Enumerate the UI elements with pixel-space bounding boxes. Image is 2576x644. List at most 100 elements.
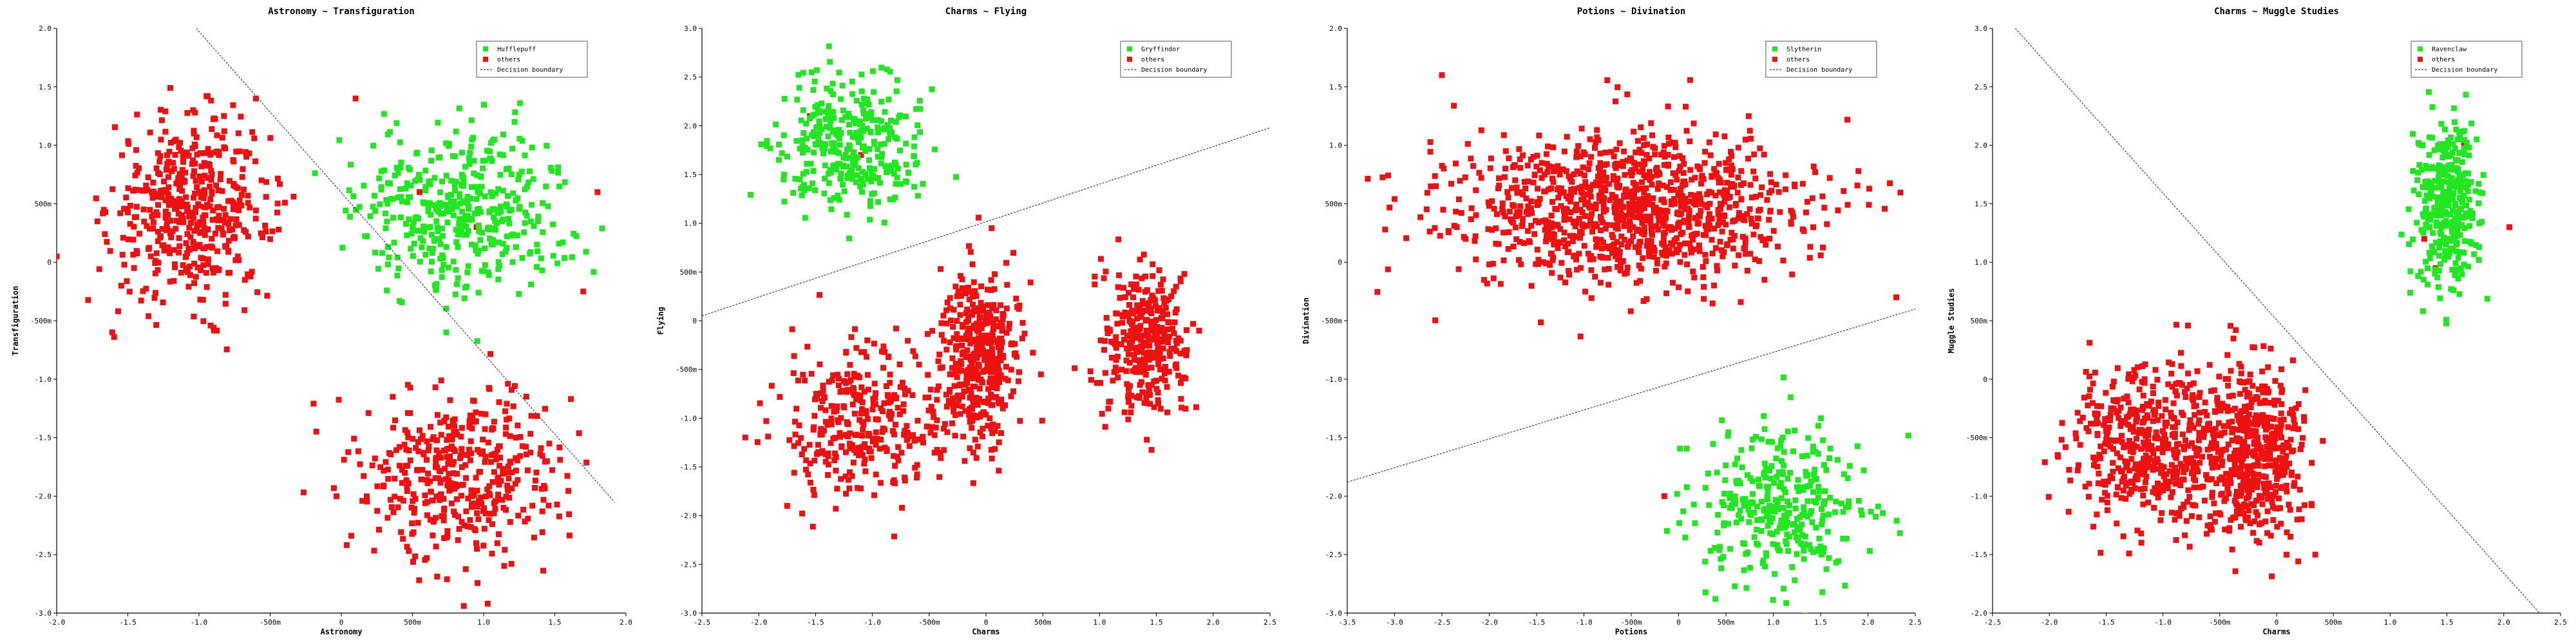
y-tick-label: 2.0 xyxy=(39,24,52,33)
point-others xyxy=(2103,436,2110,442)
point-others xyxy=(1547,261,1553,268)
point-hufflepuff xyxy=(531,223,537,229)
point-hufflepuff xyxy=(550,252,556,259)
point-others xyxy=(193,209,199,215)
point-others xyxy=(879,408,886,414)
point-others xyxy=(167,218,174,224)
point-others xyxy=(1545,163,1551,169)
point-others xyxy=(505,381,511,387)
point-others xyxy=(247,204,253,211)
point-others xyxy=(1799,180,1806,187)
point-others xyxy=(1672,144,1679,151)
point-others xyxy=(950,401,956,408)
point-others xyxy=(236,148,243,155)
point-others xyxy=(1643,175,1649,181)
point-gryffindor xyxy=(871,141,878,147)
point-others xyxy=(1707,200,1713,207)
point-others xyxy=(466,418,473,424)
point-hufflepuff xyxy=(404,232,410,238)
point-others xyxy=(1682,195,1689,202)
point-others xyxy=(1627,169,1634,175)
point-gryffindor xyxy=(823,124,829,130)
point-slytherin xyxy=(1676,520,1683,526)
point-others xyxy=(966,296,972,303)
point-slytherin xyxy=(1747,475,1754,481)
point-slytherin xyxy=(1758,498,1765,505)
point-others xyxy=(971,279,977,285)
point-others xyxy=(1155,348,1162,355)
point-others xyxy=(1528,205,1534,211)
point-gryffindor xyxy=(836,70,842,76)
point-others xyxy=(1019,335,1025,341)
point-others xyxy=(1112,365,1119,371)
point-others xyxy=(2154,457,2160,463)
point-others xyxy=(480,508,486,515)
point-others xyxy=(1511,162,1517,169)
point-others xyxy=(889,428,896,434)
point-others xyxy=(348,533,355,539)
point-gryffindor xyxy=(842,114,849,120)
point-others xyxy=(959,285,965,291)
point-others xyxy=(967,413,973,420)
point-others xyxy=(1703,258,1709,264)
point-others xyxy=(1893,294,1900,301)
point-others xyxy=(1685,206,1691,213)
point-others xyxy=(133,147,140,153)
point-hufflepuff xyxy=(471,158,477,164)
point-others xyxy=(412,553,419,560)
point-others xyxy=(2141,380,2148,386)
point-others xyxy=(1123,368,1130,374)
point-gryffindor xyxy=(784,153,790,160)
point-others xyxy=(1638,150,1645,156)
point-others xyxy=(1104,330,1111,337)
point-others xyxy=(925,372,931,378)
point-others xyxy=(956,363,963,369)
point-others xyxy=(871,381,878,387)
point-others xyxy=(2204,446,2211,453)
point-others xyxy=(2150,390,2156,396)
point-slytherin xyxy=(1835,558,1842,564)
point-others xyxy=(527,431,534,437)
point-hufflepuff xyxy=(498,218,505,225)
point-gryffindor xyxy=(822,162,828,169)
point-slytherin xyxy=(1748,445,1755,451)
point-others xyxy=(454,431,460,438)
point-others xyxy=(1651,254,1657,260)
point-others xyxy=(1584,222,1591,229)
point-slytherin xyxy=(1778,495,1785,502)
point-slytherin xyxy=(1754,517,1761,524)
point-others xyxy=(1573,154,1580,160)
point-slytherin xyxy=(1855,498,1862,504)
point-others xyxy=(413,444,419,451)
point-hufflepuff xyxy=(347,162,354,168)
point-slytherin xyxy=(1799,542,1806,548)
y-tick-label: -1.5 xyxy=(1325,434,1343,442)
point-others xyxy=(979,433,985,440)
point-others xyxy=(180,262,186,269)
point-slytherin xyxy=(1799,453,1805,460)
point-others xyxy=(463,508,469,515)
point-hufflepuff xyxy=(422,184,429,190)
point-others xyxy=(943,307,950,314)
point-others xyxy=(506,495,513,501)
point-slytherin xyxy=(1826,455,1833,462)
point-hufflepuff xyxy=(491,137,498,143)
point-others xyxy=(1687,167,1694,173)
point-others xyxy=(225,248,232,254)
point-others xyxy=(1536,132,1542,138)
point-others xyxy=(920,433,926,440)
point-gryffindor xyxy=(896,112,903,118)
point-others xyxy=(1709,300,1716,307)
point-others xyxy=(1118,341,1124,347)
point-others xyxy=(1151,297,1158,303)
point-others xyxy=(959,393,965,400)
point-others xyxy=(221,113,227,119)
point-others xyxy=(424,512,430,518)
point-others xyxy=(438,431,444,438)
point-others xyxy=(1142,273,1148,279)
point-others xyxy=(1806,254,1813,261)
point-others xyxy=(1887,180,1893,187)
point-others xyxy=(2077,442,2083,448)
point-others xyxy=(1613,98,1619,104)
point-others xyxy=(2155,445,2162,451)
